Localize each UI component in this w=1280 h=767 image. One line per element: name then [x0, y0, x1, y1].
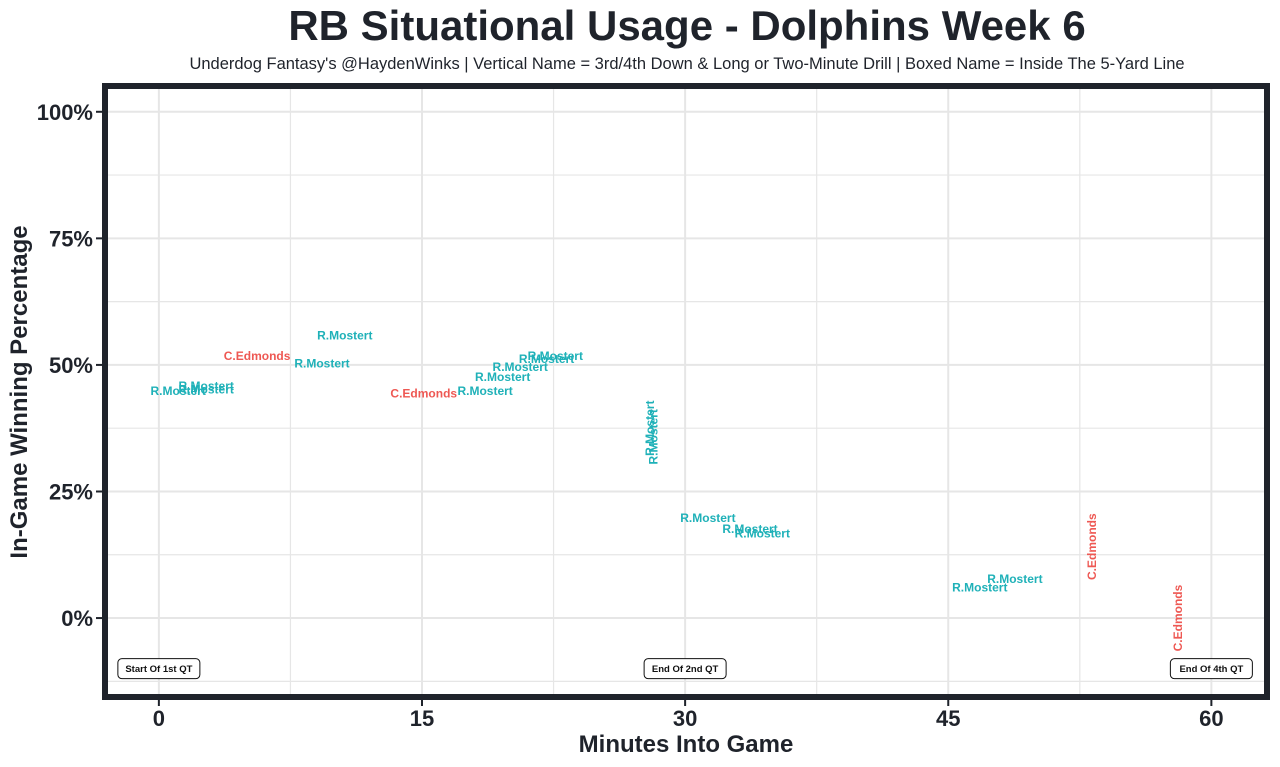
plot-frame: [102, 83, 1270, 700]
x-tick-label: 0: [153, 706, 165, 731]
x-tick-label: 60: [1199, 706, 1223, 731]
quarter-marker: End Of 4th QT: [1169, 658, 1253, 680]
quarter-marker-box: [117, 658, 201, 680]
player-label: C.Edmonds: [1171, 584, 1185, 651]
player-label: R.Mostert: [722, 522, 777, 536]
player-label: R.Mostert: [519, 352, 574, 366]
player-label: R.Mostert: [643, 401, 657, 456]
y-tick-label: 0%: [61, 606, 93, 631]
player-label: R.Mostert: [647, 409, 661, 464]
player-label: R.Mostert: [294, 356, 349, 370]
y-tick-label: 75%: [49, 226, 93, 251]
player-label: R.Mostert: [317, 329, 372, 343]
quarter-marker: Start Of 1st QT: [117, 658, 201, 680]
x-tick-label: 45: [936, 706, 960, 731]
player-label: R.Mostert: [150, 384, 205, 398]
quarter-marker-label: Start Of 1st QT: [125, 664, 192, 675]
player-label: R.Mostert: [457, 384, 512, 398]
player-label: C.Edmonds: [390, 386, 457, 400]
player-label: R.Mostert: [475, 370, 530, 384]
player-label: R.Mostert: [493, 360, 548, 374]
player-label: C.Edmonds: [224, 349, 291, 363]
quarter-marker: End Of 2nd QT: [643, 658, 727, 680]
quarter-marker-label: End Of 2nd QT: [652, 664, 719, 675]
player-label: C.Edmonds: [1085, 513, 1099, 580]
x-tick-label: 30: [673, 706, 697, 731]
chart-title: RB Situational Usage - Dolphins Week 6: [288, 2, 1086, 49]
quarter-marker-box: [1169, 658, 1253, 680]
player-label: R.Mostert: [735, 527, 790, 541]
y-axis-ticks: 0% 25% 50% 75% 100%: [37, 100, 102, 631]
x-axis-title: Minutes Into Game: [579, 731, 794, 758]
x-axis-ticks: 0 15 30 45 60: [153, 700, 1224, 731]
player-label: R.Mostert: [987, 572, 1042, 586]
y-tick-label: 100%: [37, 100, 93, 125]
x-tick-label: 15: [410, 706, 434, 731]
grid: [108, 89, 1264, 694]
player-label: R.Mostert: [680, 511, 735, 525]
quarter-marker-box: [643, 658, 727, 680]
player-label: R.Mostert: [179, 379, 234, 393]
y-tick-label: 25%: [49, 479, 93, 504]
chart-subtitle: Underdog Fantasy's @HaydenWinks | Vertic…: [189, 55, 1185, 73]
player-label: R.Mostert: [528, 349, 583, 363]
quarter-marker-label: End Of 4th QT: [1179, 664, 1243, 675]
player-label: R.Mostert: [952, 581, 1007, 595]
player-label: R.Mostert: [179, 383, 234, 397]
annotations: Start Of 1st QT End Of 2nd QT End Of 4th Q…: [117, 658, 1253, 680]
y-tick-label: 50%: [49, 353, 93, 378]
data-labels: R.MostertR.MostertR.MostertC.EdmondsR.Mo…: [150, 329, 1185, 652]
y-axis-title: In-Game Winning Percentage: [6, 225, 33, 558]
